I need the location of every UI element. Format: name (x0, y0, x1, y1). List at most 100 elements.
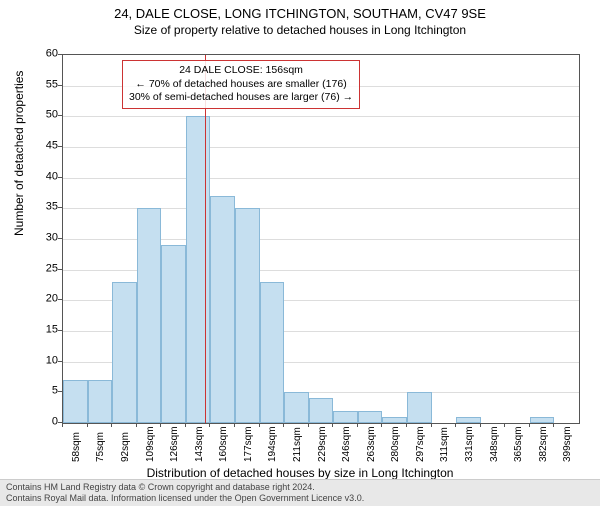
x-tick-label: 331sqm (464, 426, 475, 462)
legend-line-3: 30% of semi-detached houses are larger (… (129, 91, 353, 105)
x-tick-label: 280sqm (390, 426, 401, 462)
gridline (63, 147, 579, 148)
x-tick-label: 229sqm (317, 426, 328, 462)
y-tick-mark (58, 115, 62, 116)
y-tick-label: 5 (44, 386, 58, 397)
gridline (63, 178, 579, 179)
x-tick-mark (87, 423, 88, 427)
bar (186, 116, 211, 423)
x-tick-mark (357, 423, 358, 427)
y-tick-label: 15 (44, 325, 58, 336)
y-tick-label: 20 (44, 294, 58, 305)
x-tick-mark (234, 423, 235, 427)
x-tick-mark (406, 423, 407, 427)
x-tick-label: 75sqm (95, 432, 106, 462)
x-tick-mark (185, 423, 186, 427)
x-tick-mark (553, 423, 554, 427)
x-axis-label: Distribution of detached houses by size … (0, 466, 600, 480)
x-tick-label: 143sqm (194, 426, 205, 462)
x-tick-label: 177sqm (243, 426, 254, 462)
x-tick-mark (283, 423, 284, 427)
footer-line-2: Contains Royal Mail data. Information li… (6, 493, 594, 504)
bar (284, 392, 309, 423)
y-tick-mark (58, 330, 62, 331)
y-tick-label: 30 (44, 233, 58, 244)
chart-title: 24, DALE CLOSE, LONG ITCHINGTON, SOUTHAM… (0, 6, 600, 21)
x-tick-label: 194sqm (267, 426, 278, 462)
x-tick-mark (381, 423, 382, 427)
y-tick-mark (58, 391, 62, 392)
x-tick-mark (529, 423, 530, 427)
bar (530, 417, 555, 423)
x-tick-label: 382sqm (538, 426, 549, 462)
y-tick-mark (58, 207, 62, 208)
x-tick-mark (62, 423, 63, 427)
x-tick-label: 109sqm (145, 426, 156, 462)
y-tick-label: 0 (44, 417, 58, 428)
x-tick-mark (308, 423, 309, 427)
y-tick-label: 35 (44, 202, 58, 213)
x-tick-label: 211sqm (292, 427, 303, 462)
y-tick-mark (58, 361, 62, 362)
x-tick-mark (455, 423, 456, 427)
y-tick-mark (58, 146, 62, 147)
y-tick-label: 50 (44, 110, 58, 121)
bar (309, 398, 334, 423)
x-tick-label: 311sqm (439, 427, 450, 462)
x-tick-mark (136, 423, 137, 427)
y-tick-label: 40 (44, 171, 58, 182)
bar (137, 208, 162, 423)
y-tick-mark (58, 269, 62, 270)
x-tick-mark (480, 423, 481, 427)
x-tick-label: 263sqm (366, 426, 377, 462)
bar (382, 417, 407, 423)
x-tick-label: 160sqm (218, 426, 229, 462)
y-tick-label: 45 (44, 141, 58, 152)
footer-attribution: Contains HM Land Registry data © Crown c… (0, 479, 600, 506)
x-tick-label: 297sqm (415, 426, 426, 462)
y-tick-mark (58, 177, 62, 178)
y-tick-label: 60 (44, 49, 58, 60)
footer-line-1: Contains HM Land Registry data © Crown c… (6, 482, 594, 493)
bar (260, 282, 285, 423)
legend-line-2: ← 70% of detached houses are smaller (17… (129, 78, 353, 92)
x-tick-label: 58sqm (71, 432, 82, 462)
bar (333, 411, 358, 423)
y-tick-mark (58, 85, 62, 86)
bar (161, 245, 186, 423)
bar (88, 380, 113, 423)
x-tick-label: 348sqm (489, 426, 500, 462)
x-tick-mark (431, 423, 432, 427)
y-tick-mark (58, 299, 62, 300)
gridline (63, 116, 579, 117)
x-tick-label: 126sqm (169, 426, 180, 462)
x-tick-label: 92sqm (120, 432, 131, 462)
x-tick-mark (111, 423, 112, 427)
bar (235, 208, 260, 423)
y-axis-label: Number of detached properties (12, 71, 26, 236)
y-tick-label: 10 (44, 355, 58, 366)
bar (210, 196, 235, 423)
x-tick-mark (504, 423, 505, 427)
x-tick-label: 399sqm (562, 426, 573, 462)
legend-line-1: 24 DALE CLOSE: 156sqm (129, 64, 353, 78)
chart-plot-area (62, 54, 580, 424)
x-tick-label: 365sqm (513, 426, 524, 462)
bar (407, 392, 432, 423)
x-tick-mark (160, 423, 161, 427)
legend-box: 24 DALE CLOSE: 156sqm← 70% of detached h… (122, 60, 360, 109)
reference-line (205, 55, 206, 423)
bar (63, 380, 88, 423)
y-tick-label: 55 (44, 79, 58, 90)
bar (358, 411, 383, 423)
y-tick-label: 25 (44, 263, 58, 274)
x-tick-mark (209, 423, 210, 427)
x-tick-label: 246sqm (341, 426, 352, 462)
x-tick-mark (332, 423, 333, 427)
x-tick-mark (259, 423, 260, 427)
bar (456, 417, 481, 423)
y-tick-mark (58, 238, 62, 239)
bar (112, 282, 137, 423)
y-tick-mark (58, 54, 62, 55)
chart-subtitle: Size of property relative to detached ho… (0, 23, 600, 37)
